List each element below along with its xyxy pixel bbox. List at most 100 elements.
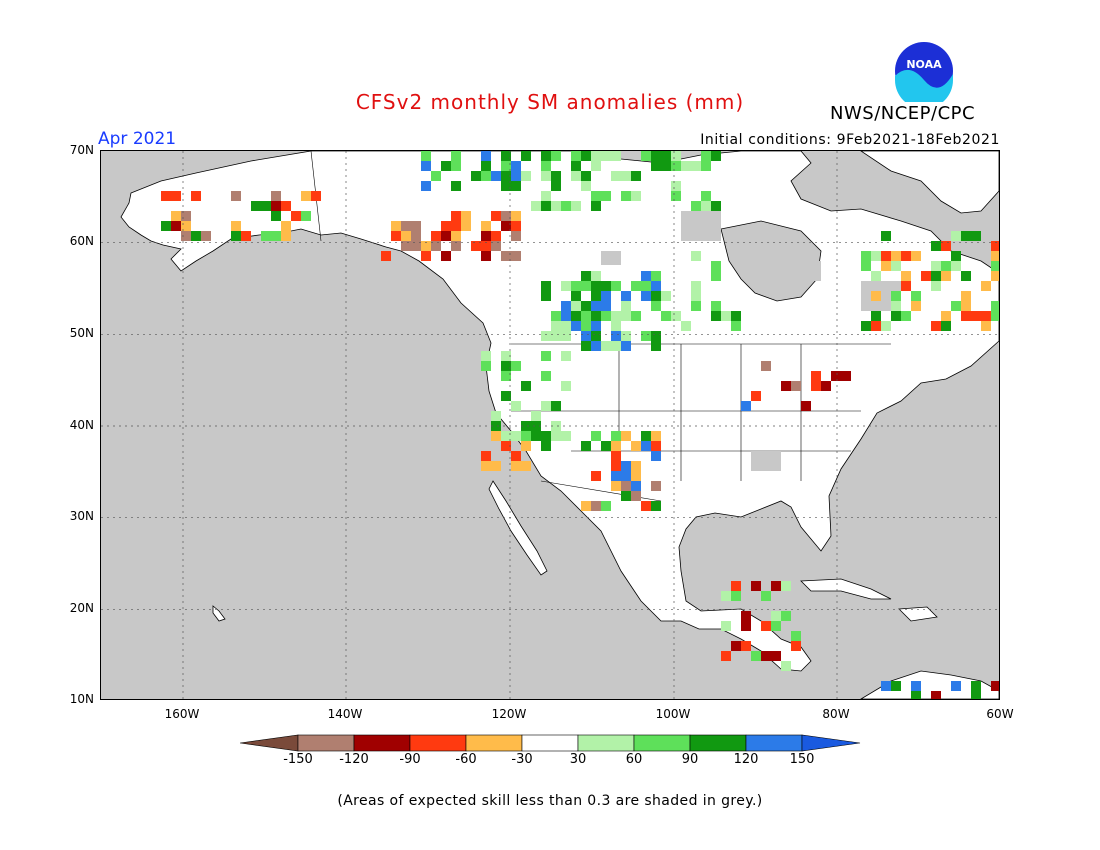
anomaly-cell — [501, 181, 511, 191]
anomaly-cell — [971, 311, 981, 321]
colorbar-label-60: 60 — [625, 752, 643, 767]
anomaly-cell — [541, 291, 551, 301]
anomaly-cell — [781, 381, 791, 391]
anomaly-cell — [781, 661, 791, 671]
anomaly-cell — [501, 251, 511, 261]
anomaly-cell — [531, 421, 541, 431]
anomaly-cell — [391, 221, 401, 231]
anomaly-cell — [531, 411, 541, 421]
anomaly-cell — [671, 151, 681, 161]
anomaly-cell — [391, 231, 401, 241]
anomaly-cell — [971, 231, 981, 241]
anomaly-cell — [681, 161, 691, 171]
anomaly-cell — [621, 171, 631, 181]
anomaly-cell — [581, 271, 591, 281]
anomaly-cell — [551, 181, 561, 191]
anomaly-cell — [551, 401, 561, 411]
anomaly-cell — [871, 291, 881, 301]
anomaly-cell — [991, 681, 999, 691]
anomaly-cell — [611, 481, 621, 491]
lat-label-60n: 60N — [69, 234, 94, 248]
colorbar-swatch-1 — [297, 734, 355, 752]
anomaly-cell — [521, 461, 531, 471]
anomaly-cell — [861, 321, 871, 331]
anomaly-cell — [751, 651, 761, 661]
anomaly-cell — [781, 611, 791, 621]
anomaly-cell — [591, 151, 601, 161]
initial-conditions: Initial conditions: 9Feb2021-18Feb2021 — [700, 132, 1000, 148]
anomaly-cell — [581, 181, 591, 191]
anomaly-cell — [911, 291, 921, 301]
anomaly-cell — [561, 331, 571, 341]
colorbar-swatch-7 — [633, 734, 691, 752]
anomaly-cell — [931, 691, 941, 699]
anomaly-cell — [621, 291, 631, 301]
anomaly-cell — [821, 381, 831, 391]
anomaly-cell — [631, 281, 641, 291]
anomaly-cell — [181, 231, 191, 241]
anomaly-cell — [191, 231, 201, 241]
anomaly-cell — [541, 171, 551, 181]
anomaly-cell — [711, 261, 721, 271]
anomaly-cell — [501, 151, 511, 161]
anomaly-cell — [871, 251, 881, 261]
anomaly-cell — [641, 271, 651, 281]
anomaly-cell — [901, 281, 911, 291]
anomaly-cell — [481, 461, 491, 471]
anomaly-cell — [561, 311, 571, 321]
colorbar-swatch-8 — [689, 734, 747, 752]
colorbar-label-30: 30 — [569, 752, 587, 767]
anomaly-cell — [551, 421, 561, 431]
anomaly-cell — [621, 481, 631, 491]
anomaly-cell — [741, 611, 751, 621]
anomaly-cell — [541, 441, 551, 451]
anomaly-cell — [991, 301, 999, 311]
anomaly-cell — [891, 251, 901, 261]
anomaly-cell — [201, 231, 211, 241]
anomaly-cell — [511, 401, 521, 411]
anomaly-cell — [501, 361, 511, 371]
anomaly-cell — [541, 371, 551, 381]
anomaly-cell — [601, 281, 611, 291]
anomaly-cell — [741, 401, 751, 411]
anomaly-cell — [671, 161, 681, 171]
anomaly-cell — [621, 491, 631, 501]
anomaly-cell — [591, 191, 601, 201]
anomaly-cell — [651, 431, 661, 441]
anomaly-cell — [571, 291, 581, 301]
colorbar-label-m90: -90 — [399, 752, 421, 767]
anomaly-cell — [611, 471, 621, 481]
anomaly-cell — [411, 231, 421, 241]
anomaly-cell — [231, 221, 241, 231]
anomaly-cell — [441, 221, 451, 231]
anomaly-cell — [181, 211, 191, 221]
anomaly-cell — [991, 271, 999, 281]
anomaly-cell — [631, 191, 641, 201]
anomaly-cell — [731, 641, 741, 651]
anomaly-cell — [481, 161, 491, 171]
anomaly-cell — [771, 651, 781, 661]
anomaly-cell — [571, 281, 581, 291]
anomaly-cell — [761, 621, 771, 631]
anomaly-cell — [251, 201, 261, 211]
anomaly-cell — [711, 201, 721, 211]
anomaly-cell — [301, 191, 311, 201]
anomaly-cell — [451, 241, 461, 251]
anomaly-cell — [171, 211, 181, 221]
anomaly-cell — [611, 321, 621, 331]
anomaly-cell — [731, 591, 741, 601]
anomaly-cell — [971, 691, 981, 699]
anomaly-cell — [191, 191, 201, 201]
colorbar-swatch-3 — [409, 734, 467, 752]
anomaly-cell — [481, 361, 491, 371]
anomaly-cell — [501, 431, 511, 441]
anomaly-cell — [551, 201, 561, 211]
map-canvas — [101, 151, 999, 699]
anomaly-cell — [511, 251, 521, 261]
anomaly-cell — [691, 301, 701, 311]
anomaly-cell — [511, 221, 521, 231]
anomaly-cell — [721, 621, 731, 631]
anomaly-cell — [731, 311, 741, 321]
colorbar-swatch-4 — [465, 734, 523, 752]
lon-label-60w: 60W — [986, 707, 1014, 721]
